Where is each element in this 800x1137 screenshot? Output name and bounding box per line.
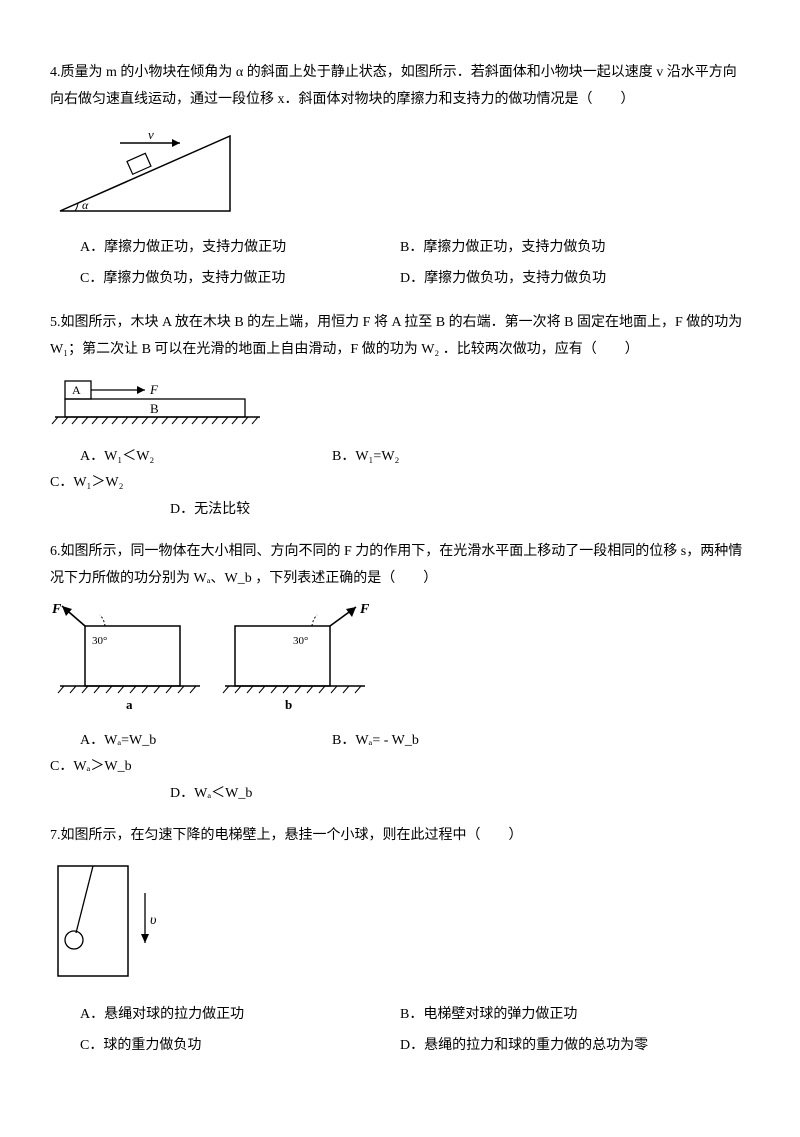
- q4-opt-b: B．摩擦力做正功，支持力做负功: [400, 233, 750, 264]
- q7-opt-c: C．球的重力做负功: [50, 1031, 400, 1062]
- q7-opt-b: B．电梯壁对球的弹力做正功: [400, 1000, 750, 1031]
- panel-b: b: [285, 697, 292, 712]
- q5-opt-b: B．W₁=W₂: [332, 444, 584, 471]
- q7-options: A．悬绳对球的拉力做正功 B．电梯壁对球的弹力做正功 C．球的重力做负功 D．悬…: [50, 1000, 750, 1061]
- q7-figure: υ: [50, 858, 750, 988]
- q5-opt-d: D．无法比较: [50, 497, 750, 524]
- q5-options: A．W₁＜W₂ B．W₁=W₂ C．W₁＞W₂ D．无法比较: [50, 444, 750, 524]
- q5-figure: B A F: [50, 372, 750, 432]
- q4-opt-a: A．摩擦力做正功，支持力做正功: [50, 233, 400, 264]
- q6-opt-b: B．Wₐ= - W_b: [332, 728, 584, 755]
- v-label-7: υ: [150, 913, 156, 928]
- panel-a: a: [126, 697, 133, 712]
- q4-opt-c: C．摩擦力做负功，支持力做正功: [50, 264, 400, 295]
- q5-opt-a: A．W₁＜W₂: [50, 444, 332, 471]
- q6-figure: F 30° a F 30° b: [50, 601, 750, 716]
- q4-opt-d: D．摩擦力做负功，支持力做负功: [400, 264, 750, 295]
- angle-b: 30°: [293, 635, 308, 647]
- q6-opt-d: D．Wₐ＜W_b: [50, 781, 750, 808]
- q5-stem: 5.如图所示，木块 A 放在木块 B 的左上端，用恒力 F 将 A 拉至 B 的…: [50, 310, 750, 363]
- q4-figure: α v: [50, 121, 750, 221]
- q6-stem: 6.如图所示，同一物体在大小相同、方向不同的 F 力的作用下，在光滑水平面上移动…: [50, 539, 750, 592]
- fb-label: F: [359, 602, 370, 617]
- alpha-label: α: [82, 198, 89, 212]
- q4-options: A．摩擦力做正功，支持力做正功 B．摩擦力做正功，支持力做负功 C．摩擦力做负功…: [50, 233, 750, 294]
- q7-opt-d: D．悬绳的拉力和球的重力做的总功为零: [400, 1031, 750, 1062]
- a-label: A: [72, 383, 81, 397]
- angle-a: 30°: [92, 635, 107, 647]
- f-label: F: [149, 382, 159, 397]
- q6-options: A．Wₐ=W_b B．Wₐ= - W_b C．Wₐ＞W_b D．Wₐ＜W_b: [50, 728, 750, 808]
- b-label: B: [150, 401, 159, 416]
- q7-stem: 7.如图所示，在匀速下降的电梯壁上，悬挂一个小球，则在此过程中（ ）: [50, 823, 750, 850]
- q4-stem: 4.质量为 m 的小物块在倾角为 α 的斜面上处于静止状态，如图所示．若斜面体和…: [50, 60, 750, 113]
- q6-opt-a: A．Wₐ=W_b: [50, 728, 332, 755]
- q6-opt-c: C．Wₐ＞W_b: [50, 754, 246, 781]
- fa-label: F: [51, 602, 62, 617]
- v-label: v: [148, 127, 154, 142]
- q7-opt-a: A．悬绳对球的拉力做正功: [50, 1000, 400, 1031]
- q5-opt-c: C．W₁＞W₂: [50, 470, 246, 497]
